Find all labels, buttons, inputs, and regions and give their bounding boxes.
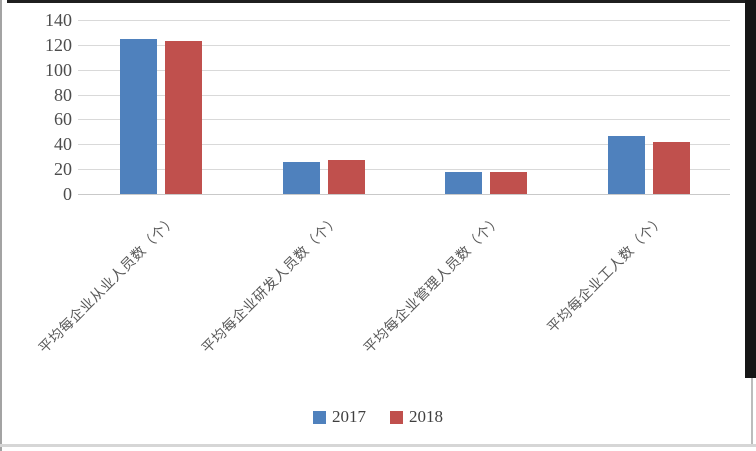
gridline: [78, 69, 730, 71]
bar-2017: [282, 161, 320, 194]
y-axis-tick-label: 0: [63, 184, 72, 204]
photo-edge-right-line: [751, 378, 753, 445]
y-axis-tick-label: 120: [45, 34, 72, 55]
gridline: [78, 144, 730, 146]
legend-label-2018: 2018: [409, 407, 443, 426]
photo-edge-top: [7, 0, 756, 3]
legend: 2017 2018: [0, 407, 756, 427]
legend-item-2018: 2018: [390, 407, 443, 427]
bar-2017: [120, 38, 158, 194]
photo-edge-left: [0, 0, 2, 451]
legend-label-2017: 2017: [332, 407, 366, 426]
gridline: [78, 94, 730, 96]
gridline: [78, 44, 730, 46]
y-axis-tick-label: 20: [54, 159, 72, 180]
y-axis-tick-label: 40: [54, 134, 72, 155]
bar-2018: [327, 160, 365, 194]
photo-edge-right-band: [745, 0, 756, 378]
y-axis-tick-label: 80: [54, 84, 72, 105]
gridline: [78, 119, 730, 121]
bar-2018: [490, 171, 528, 194]
bar-2018: [652, 141, 690, 194]
legend-swatch-2018: [390, 410, 403, 424]
bar-2017: [445, 171, 483, 194]
y-axis-tick-label: 60: [54, 109, 72, 130]
gridline: [78, 194, 730, 195]
photo-edge-bottom: [0, 444, 756, 447]
legend-item-2017: 2017: [313, 407, 366, 427]
bar-2017: [607, 135, 645, 194]
gridline: [78, 20, 730, 21]
y-axis-tick-label: 100: [45, 59, 72, 80]
y-axis-tick-label: 140: [45, 10, 72, 30]
legend-swatch-2017: [313, 410, 326, 424]
bar-2018: [165, 41, 203, 194]
gridline: [78, 169, 730, 171]
